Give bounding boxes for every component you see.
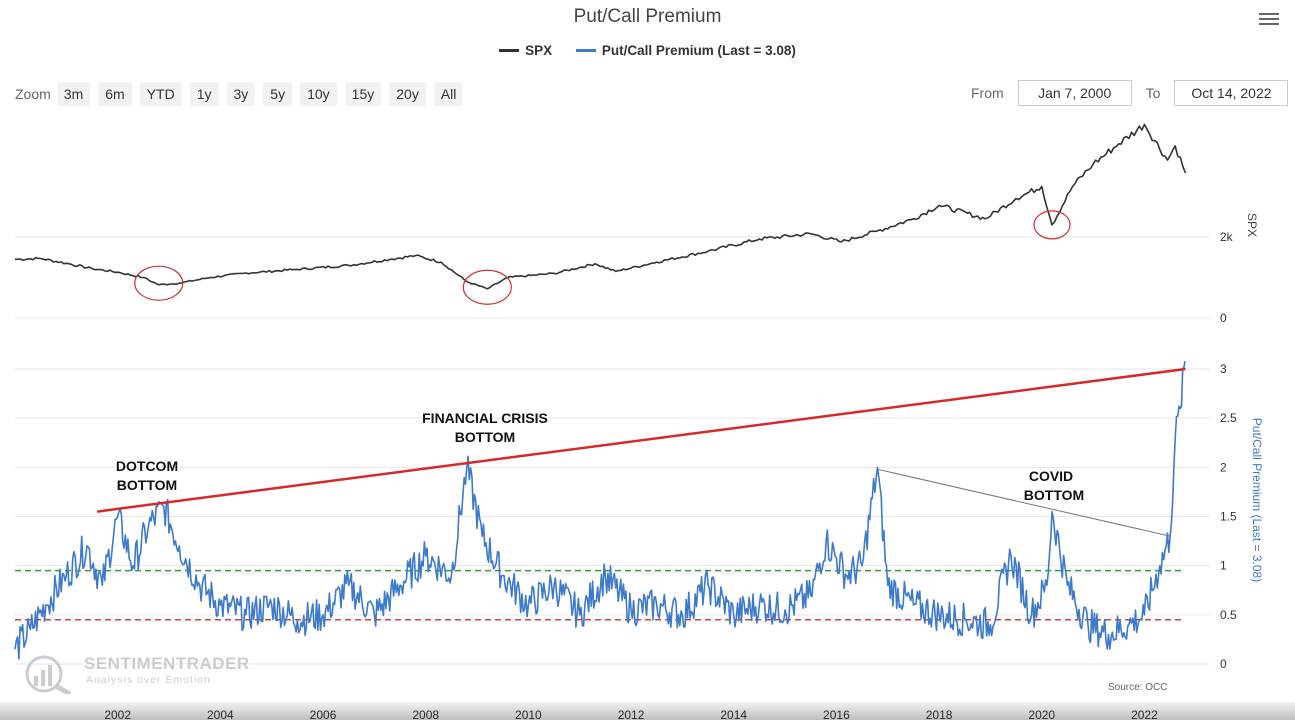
put-call-axis-title: Put/Call Premium (Last = 3.08) [1250, 418, 1264, 582]
annotation-financial-line2: BOTTOM [455, 429, 515, 445]
x-tick: 2006 [310, 708, 337, 720]
zoom-6m-button[interactable]: 6m [98, 82, 132, 106]
from-label: From [971, 85, 1004, 101]
source-credit: Source: OCC [1108, 682, 1168, 693]
legend-item-put-call[interactable]: Put/Call Premium (Last = 3.08) [575, 43, 796, 58]
put-call-y-tick: 1 [1220, 559, 1227, 573]
zoom-3m-button[interactable]: 3m [56, 82, 91, 106]
x-tick: 2002 [104, 708, 131, 720]
falling-trendline [877, 468, 1171, 537]
x-tick: 2014 [720, 708, 747, 720]
zoom-label: Zoom [15, 86, 51, 102]
annotation-dotcom-line1: DOTCOM [116, 458, 178, 474]
x-tick: 2022 [1131, 708, 1158, 720]
zoom-5y-button[interactable]: 5y [263, 82, 293, 106]
x-tick: 2020 [1028, 708, 1055, 720]
grid-lines [15, 236, 1210, 665]
to-date-input[interactable]: Oct 14, 2022 [1174, 80, 1289, 106]
legend: SPX Put/Call Premium (Last = 3.08) [0, 40, 1295, 58]
trendlines [96, 367, 1186, 537]
spx-y-tick: 0 [1220, 311, 1227, 325]
zoom-10y-button[interactable]: 10y [300, 82, 337, 106]
chart-title: Put/Call Premium [573, 6, 722, 27]
x-tick: 2016 [823, 708, 850, 720]
axis-ticks: 0 2k 0 0.5 1 1.5 2 2.5 3 2002 2004 2006 2008 2010 2012… [104, 230, 1237, 720]
legend-swatch-put-call [575, 49, 596, 52]
x-tick: 2004 [207, 708, 234, 720]
zoom-ytd-button[interactable]: YTD [139, 82, 182, 106]
legend-swatch-spx [499, 49, 520, 52]
annotations: DOTCOM BOTTOM FINANCIAL CRISIS BOTTOM CO… [116, 410, 1084, 503]
put-call-y-tick: 1.5 [1220, 510, 1237, 524]
put-call-plot [14, 360, 1186, 660]
bottom-fade [0, 702, 1295, 720]
x-tick: 2012 [618, 708, 645, 720]
zoom-1y-button[interactable]: 1y [189, 82, 219, 106]
to-label: To [1145, 85, 1161, 101]
zoom-all-button[interactable]: All [433, 82, 464, 106]
rising-trendline [96, 367, 1186, 513]
put-call-y-tick: 0 [1220, 657, 1227, 671]
reference-lines [15, 569, 1185, 621]
legend-label-put-call: Put/Call Premium (Last = 3.08) [601, 43, 796, 58]
put-call-series-line [14, 360, 1186, 660]
x-tick: 2008 [412, 708, 439, 720]
bottom-circle [462, 269, 512, 305]
bottom-circle [134, 265, 184, 301]
watermark-name: SENTIMENTRADER [84, 654, 250, 673]
annotation-financial-line1: FINANCIAL CRISIS [422, 410, 548, 426]
put-call-y-tick: 2 [1220, 460, 1227, 474]
zoom-toolbar: Zoom 3m 6m YTD 1y 3y 5y 10y 15y 20y All [15, 82, 471, 106]
menu-icon[interactable] [1259, 10, 1279, 28]
watermark-tagline: Analysis over Emotion [86, 674, 211, 686]
annotation-covid-line2: BOTTOM [1024, 487, 1084, 503]
zoom-3y-button[interactable]: 3y [226, 82, 256, 106]
x-tick: 2010 [515, 708, 542, 720]
legend-label-spx: SPX [525, 43, 553, 58]
x-tick: 2018 [926, 708, 953, 720]
spx-plot [14, 123, 1187, 290]
date-range: From Jan 7, 2000 To Oct 14, 2022 [971, 80, 1289, 106]
watermark-logo-icon [25, 655, 72, 694]
annotation-covid-line1: COVID [1029, 468, 1073, 484]
put-call-y-tick: 3 [1220, 362, 1227, 376]
bottom-circles [134, 210, 1071, 305]
spx-series-line [14, 123, 1187, 290]
put-call-y-tick: 0.5 [1220, 608, 1237, 622]
from-date-input[interactable]: Jan 7, 2000 [1017, 80, 1132, 106]
annotation-dotcom-line2: BOTTOM [117, 477, 177, 493]
zoom-20y-button[interactable]: 20y [389, 82, 426, 106]
spx-axis-title: SPX [1245, 213, 1259, 237]
bottom-circle [1033, 210, 1071, 240]
spx-y-tick: 2k [1220, 230, 1234, 244]
zoom-15y-button[interactable]: 15y [344, 82, 382, 106]
put-call-y-tick: 2.5 [1220, 411, 1237, 425]
legend-item-spx[interactable]: SPX [499, 43, 552, 58]
